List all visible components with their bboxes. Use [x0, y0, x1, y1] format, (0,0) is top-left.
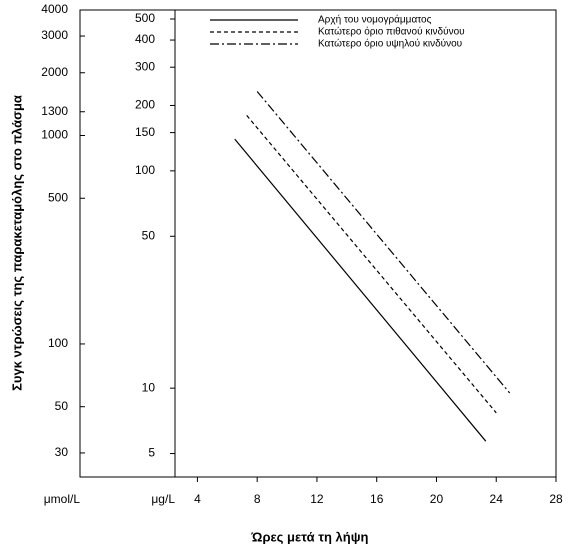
- legend-label: Κατώτερο όριο πιθανού κινδύνου: [318, 26, 465, 38]
- y2-tick-label: 500: [48, 190, 68, 204]
- y-unit: μg/L: [151, 492, 175, 506]
- legend-label: Κατώτερο όριο υψηλού κινδύνου: [318, 38, 462, 50]
- x-tick-label: 28: [549, 492, 563, 506]
- y2-tick-label: 1000: [41, 128, 68, 142]
- y2-tick-label: 2000: [41, 65, 68, 79]
- x-tick-label: 20: [430, 492, 444, 506]
- y-tick-label: 100: [135, 163, 155, 177]
- y2-tick-label: 50: [55, 399, 69, 413]
- x-tick-label: 4: [194, 492, 201, 506]
- y-tick-label: 300: [135, 59, 155, 73]
- series-line: [246, 115, 497, 414]
- y-tick-label: 400: [135, 32, 155, 46]
- y2-tick-label: 4000: [41, 2, 68, 16]
- y-tick-label: 10: [142, 380, 156, 394]
- series-line: [234, 138, 487, 442]
- y-axis-title: Συγκ ντρώσεις της παρακεταμόλης στο πλάσ…: [9, 95, 24, 391]
- legend-label: Αρχή του νομογράμματος: [318, 14, 432, 26]
- y2-tick-label: 3000: [41, 28, 68, 42]
- series-line: [256, 91, 511, 394]
- y-tick-label: 50: [142, 228, 156, 242]
- y-tick-label: 5: [148, 446, 155, 460]
- y-tick-label: 150: [135, 125, 155, 139]
- y2-tick-label: 100: [48, 336, 68, 350]
- y2-tick-label: 1300: [41, 104, 68, 118]
- y-tick-label: 200: [135, 98, 155, 112]
- x-axis-title: Ώρες μετά τη λήψη: [251, 529, 369, 544]
- y-tick-label: 500: [135, 11, 155, 25]
- plot-frame: [79, 9, 557, 478]
- x-tick-label: 16: [370, 492, 384, 506]
- x-tick-label: 8: [254, 492, 261, 506]
- x-tick-label: 24: [490, 492, 504, 506]
- x-tick-label: 12: [310, 492, 324, 506]
- y2-tick-label: 30: [55, 445, 69, 459]
- y2-unit: μmol/L: [44, 492, 81, 506]
